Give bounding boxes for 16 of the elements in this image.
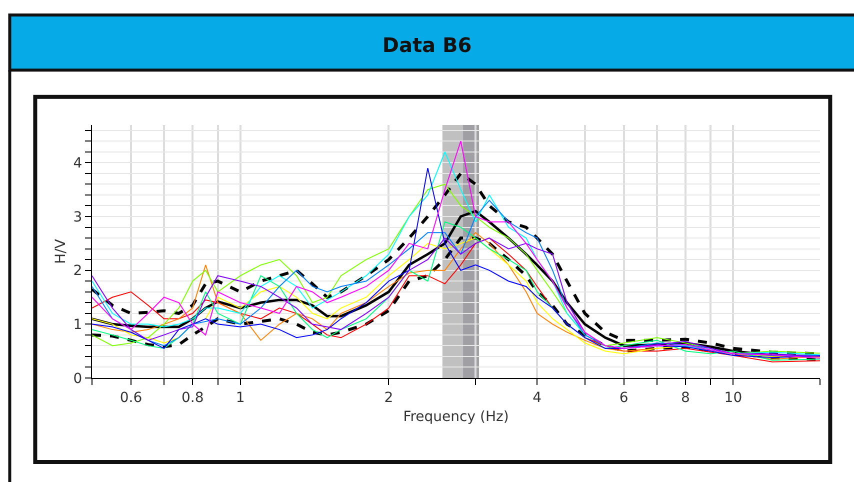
x-tick-label: 1 (236, 390, 245, 406)
x-tick-label: 2 (384, 390, 394, 406)
y-axis-title: H/V (52, 238, 69, 264)
y-tick-label: 0 (73, 370, 82, 387)
x-axis-title: Frequency (Hz) (403, 409, 509, 426)
y-tick-label: 4 (73, 156, 82, 172)
y-tick-label: 3 (73, 209, 82, 226)
x-tick-label: 0.6 (120, 390, 142, 406)
x-tick-label: 6 (619, 390, 628, 406)
y-tick-label: 1 (73, 317, 82, 334)
x-tick-label: 4 (532, 390, 542, 406)
chart-title: Data B6 (382, 33, 472, 57)
x-tick-label: 10 (724, 390, 742, 406)
y-tick-label: 2 (73, 263, 82, 280)
x-tick-label: 0.8 (181, 390, 204, 406)
x-tick-label: 8 (680, 390, 690, 406)
